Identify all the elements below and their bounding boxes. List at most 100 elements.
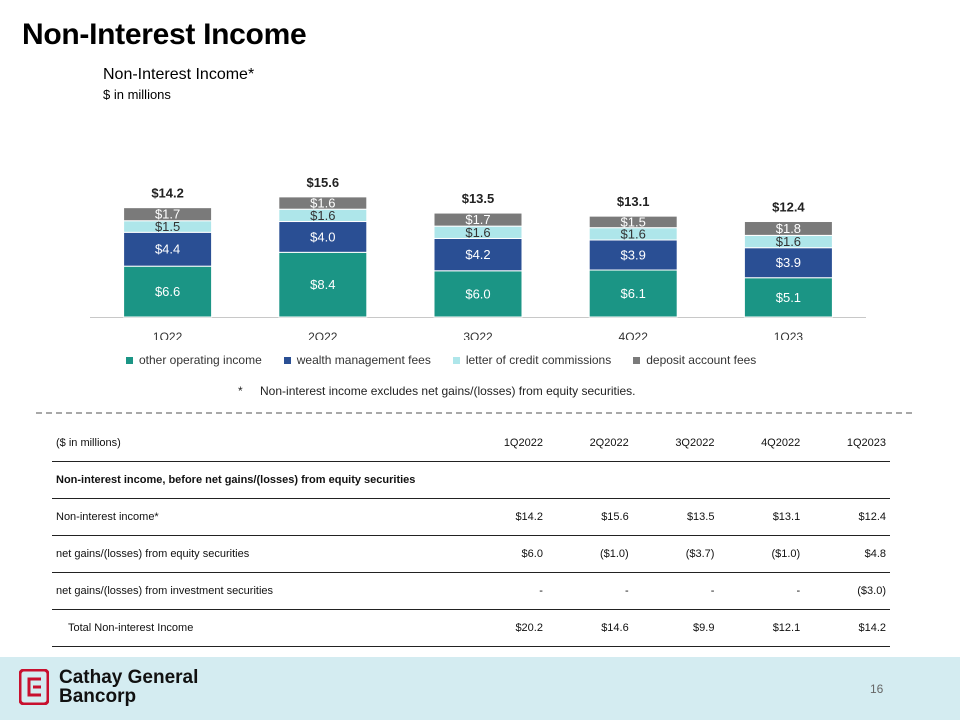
bar-total-label: $13.1 [617, 194, 650, 209]
bar-segment [743, 221, 833, 236]
chart-legend: other operating income wealth management… [126, 353, 778, 367]
table-cell: - [632, 572, 719, 610]
page-number: 16 [870, 682, 884, 696]
bar-value-label: $4.0 [310, 229, 335, 244]
bar-segment [278, 251, 368, 318]
legend-item-deposit-account-fees: deposit account fees [633, 353, 756, 367]
table-cell: $9.9 [632, 609, 719, 647]
table-cell: $14.6 [546, 609, 633, 647]
bar-value-label: $6.6 [155, 284, 180, 299]
legend-label: wealth management fees [296, 353, 431, 367]
legend-swatch [283, 356, 291, 364]
chart-subtitle: $ in millions [103, 87, 171, 102]
bar-value-label: $4.2 [465, 247, 490, 262]
x-tick-label: 4Q22 [619, 330, 649, 340]
bar-segment [588, 269, 678, 318]
x-tick-label: 1Q23 [774, 330, 804, 340]
bar-value-label: $4.4 [155, 242, 180, 257]
table-cell: - [546, 572, 633, 610]
bar-value-label: $1.7 [155, 207, 180, 222]
table-cell: ($3.0) [804, 572, 890, 610]
bar-value-label: $1.8 [776, 221, 801, 236]
table-cell: ($1.0) [718, 535, 805, 573]
table-header-row: ($ in millions) 1Q2022 2Q2022 3Q2022 4Q2… [52, 425, 890, 462]
bar-value-label: $6.0 [465, 286, 490, 301]
bar-value-label: $1.6 [310, 196, 335, 211]
table-row-label: net gains/(losses) from equity securitie… [52, 535, 462, 573]
bar-value-label: $1.7 [465, 212, 490, 227]
table-header-cell: 2Q2022 [546, 425, 633, 462]
table-cell: - [461, 572, 547, 610]
bar-segment [433, 212, 523, 227]
company-name-line2: Bancorp [59, 686, 137, 707]
bar-value-label: $5.1 [776, 290, 801, 305]
bar-segment [278, 196, 368, 210]
footer-bar [0, 657, 960, 720]
dashed-divider [36, 412, 912, 414]
bar-value-label: $1.5 [155, 219, 180, 234]
legend-swatch [452, 356, 460, 364]
company-logo: Cathay General Bancorp [19, 668, 198, 706]
chart-title: Non-Interest Income* [103, 66, 255, 83]
table-cell: $4.8 [804, 535, 890, 573]
table-header-cell: ($ in millions) [52, 425, 462, 462]
table-cell: $6.0 [461, 535, 547, 573]
legend-swatch [633, 356, 641, 364]
x-tick-label: 3Q22 [463, 330, 493, 340]
bar-value-label: $1.5 [621, 214, 646, 229]
legend-item-wealth-management-fees: wealth management fees [283, 353, 431, 367]
table-row-label: Non-interest income* [52, 498, 462, 536]
table-cell: - [718, 572, 805, 610]
bar-value-label: $3.9 [776, 255, 801, 270]
table-header-cell: 4Q2022 [718, 425, 805, 462]
bar-segment [123, 207, 213, 222]
bar-segment [433, 270, 523, 318]
bar-total-label: $15.6 [307, 175, 340, 190]
table-row-label: net gains/(losses) from investment secur… [52, 572, 462, 610]
bar-segment [743, 277, 833, 318]
bar-segment [588, 215, 678, 229]
table-cell: ($3.7) [632, 535, 719, 573]
table-section-label: Non-interest income, before net gains/(l… [52, 461, 890, 499]
bar-value-label: $8.4 [310, 277, 335, 292]
company-name: Cathay General Bancorp [59, 668, 198, 706]
table-cell: $15.6 [546, 498, 633, 536]
legend-label: other operating income [139, 353, 262, 367]
table-cell: $12.4 [804, 498, 890, 536]
chart-footnote: * Non-interest income excludes net gains… [238, 384, 636, 398]
table-cell: $14.2 [461, 498, 547, 536]
bar-segment [588, 239, 678, 271]
table-section-row: Non-interest income, before net gains/(l… [52, 461, 890, 499]
company-name-line1: Cathay General [59, 667, 199, 688]
table-row-label: Total Non-interest Income [52, 609, 462, 647]
bar-value-label: $3.9 [621, 248, 646, 263]
table-header-cell: 1Q2023 [804, 425, 890, 462]
legend-swatch [126, 356, 133, 364]
legend-label: deposit account fees [646, 353, 757, 367]
footnote-text: Non-interest income excludes net gains/(… [260, 384, 636, 398]
table-header-cell: 1Q2022 [461, 425, 547, 462]
table-cell: $12.1 [718, 609, 805, 647]
table-cell: ($1.0) [546, 535, 633, 573]
legend-item-other-operating-income: other operating income [126, 353, 262, 367]
cathay-logo-icon [19, 669, 49, 705]
bar-value-label: $1.6 [776, 234, 801, 249]
table-cell: $13.5 [632, 498, 719, 536]
table-cell: $14.2 [804, 609, 890, 647]
legend-label: letter of credit commissions [465, 353, 612, 367]
reconciliation-table: ($ in millions) 1Q2022 2Q2022 3Q2022 4Q2… [52, 425, 890, 647]
bar-value-label: $1.6 [465, 225, 490, 240]
page-title: Non-Interest Income [22, 18, 307, 51]
footnote-mark: * [238, 384, 243, 398]
bar-segment [278, 221, 368, 253]
bar-total-label: $14.2 [151, 186, 184, 201]
table-cell: $20.2 [461, 609, 547, 647]
bar-segment [743, 247, 833, 279]
table-row: Non-interest income* $14.2 $15.6 $13.5 $… [52, 498, 890, 536]
bar-segment [123, 231, 213, 267]
table-cell: $13.1 [718, 498, 805, 536]
bar-total-label: $12.4 [772, 200, 805, 215]
table-row: net gains/(losses) from equity securitie… [52, 535, 890, 573]
bar-value-label: $1.6 [621, 226, 646, 241]
x-tick-label: 1Q22 [153, 330, 183, 340]
